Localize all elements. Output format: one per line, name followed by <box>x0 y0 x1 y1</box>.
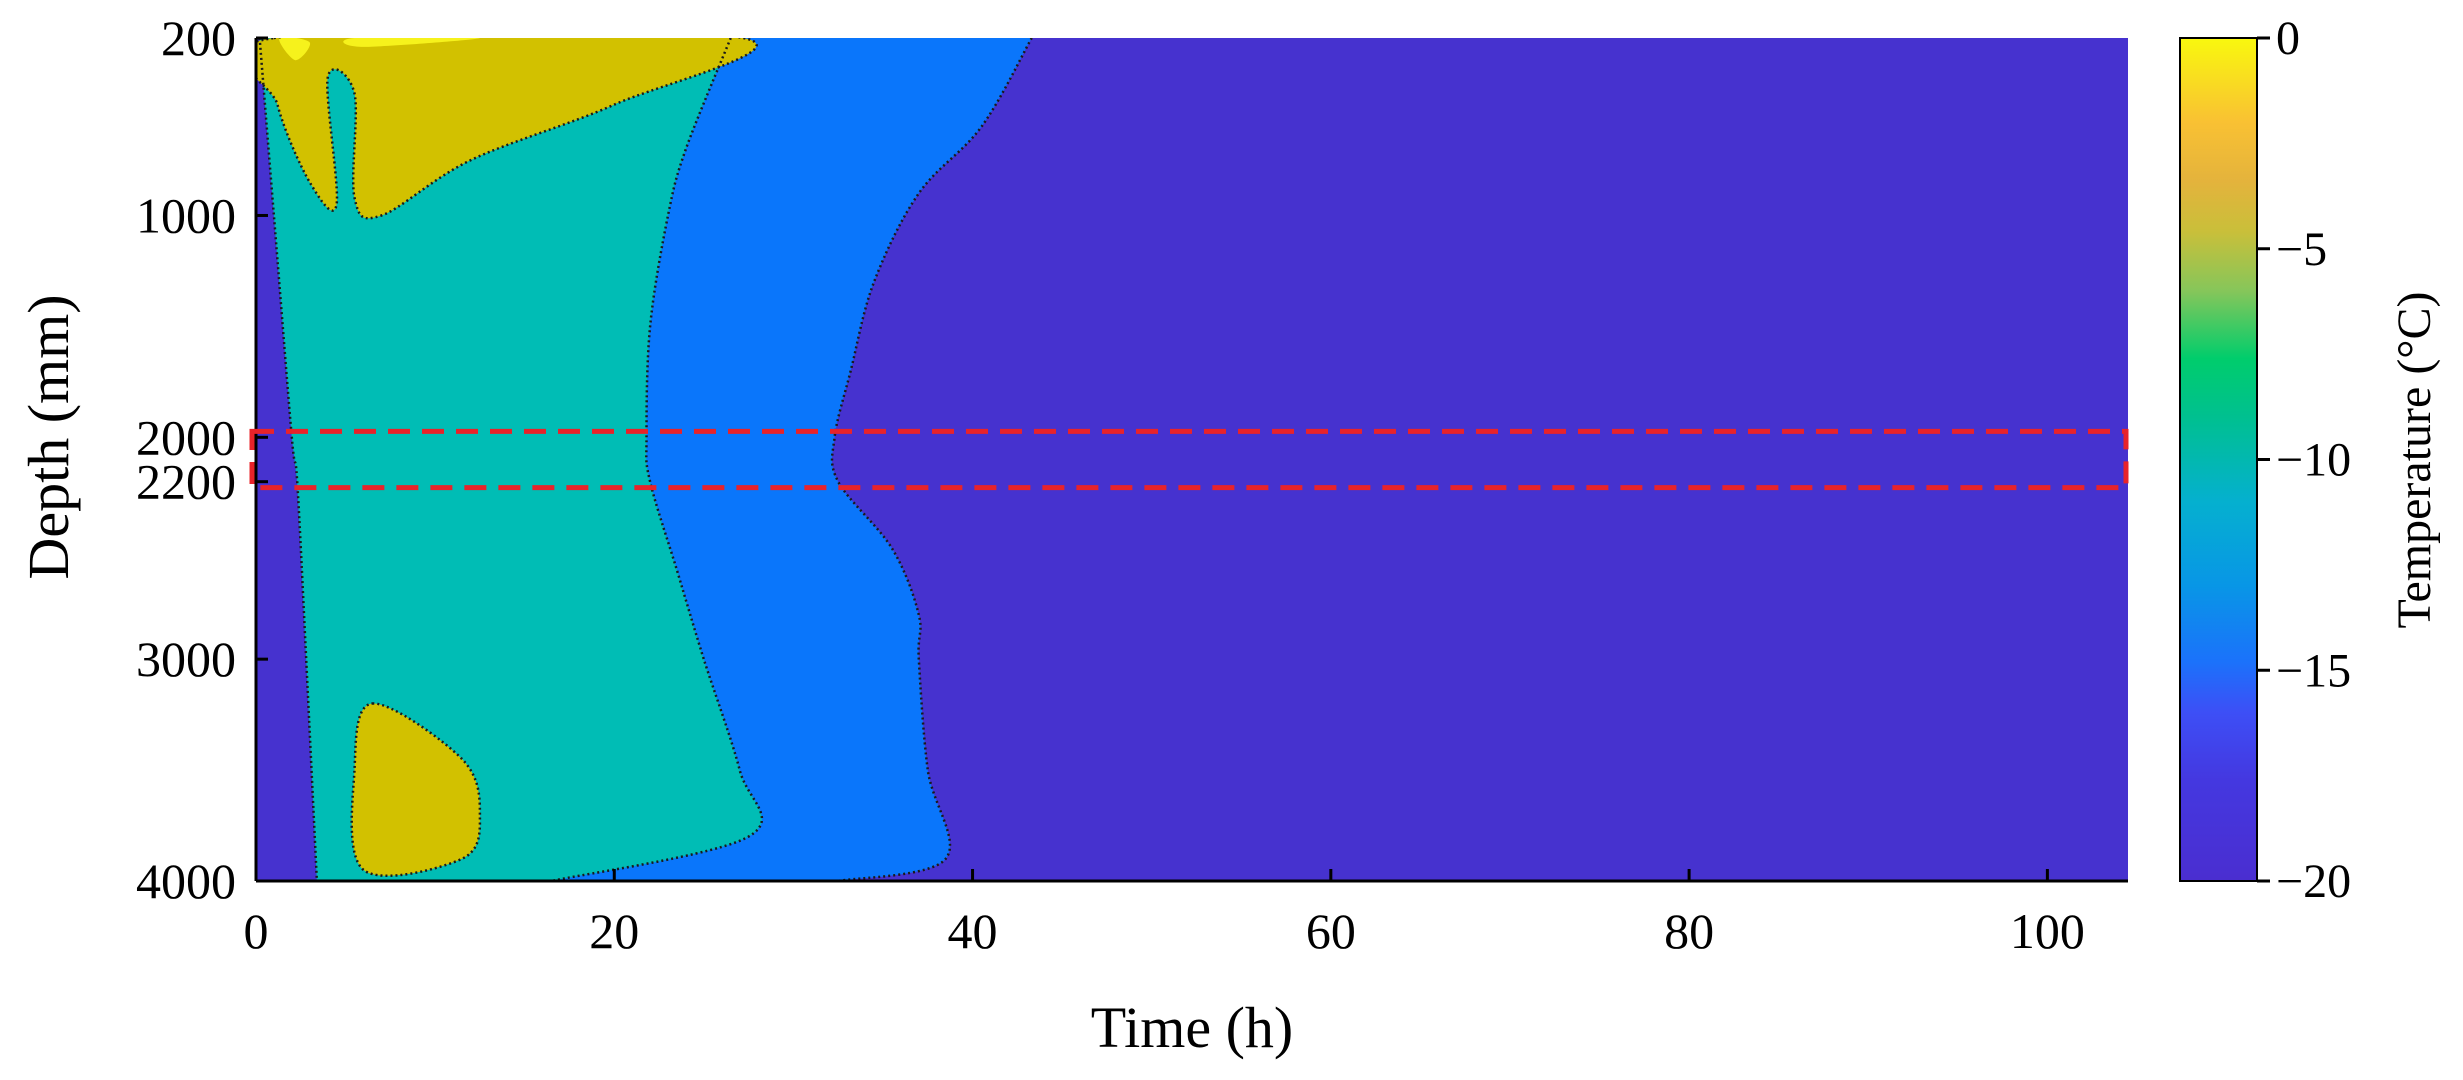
region-zero-top <box>279 38 311 61</box>
region-minus5-top <box>256 38 757 219</box>
x-tick-label: 100 <box>2010 903 2085 959</box>
colorbar-tick-label: −20 <box>2276 855 2351 908</box>
region-zero-top-2 <box>343 38 480 47</box>
y-tick-label: 1000 <box>136 187 236 243</box>
contour-line-minus18 <box>830 38 1033 881</box>
plot-area <box>256 38 2128 881</box>
y-axis-label: Depth (mm) <box>16 294 81 579</box>
contour-line-left <box>258 38 319 881</box>
colorbar: 0 −5 −10 −15 −20 Temperature (°C) <box>2179 12 2441 908</box>
y-tick-label: 3000 <box>136 631 236 687</box>
region-minus5-bottom <box>351 703 480 876</box>
y-tick-label: 200 <box>161 10 236 66</box>
x-tick-label: 60 <box>1306 903 1356 959</box>
x-tick-label: 40 <box>948 903 998 959</box>
y-tick-label: 2200 <box>136 454 236 510</box>
y-tick-label: 2000 <box>136 409 236 465</box>
x-tick-label: 20 <box>589 903 639 959</box>
colorbar-tick-label: −10 <box>2276 434 2351 487</box>
contour-line-minus5-bottom <box>350 702 482 878</box>
colorbar-gradient <box>2179 37 2258 882</box>
highlight-band <box>249 428 2129 491</box>
region-minus10 <box>259 38 762 881</box>
x-axis-label: Time (h) <box>1091 995 1294 1060</box>
colorbar-label: Temperature (°C) <box>2388 291 2441 628</box>
colorbar-tick-label: −5 <box>2276 223 2327 276</box>
colorbar-ticks: 0 −5 −10 −15 −20 <box>2257 12 2351 908</box>
y-tick-label: 4000 <box>136 853 236 909</box>
x-tick-label: 0 <box>244 903 269 959</box>
contour-line-minus5-top <box>256 38 758 220</box>
x-tick-label: 80 <box>1664 903 1714 959</box>
x-axis-ticks: 0 20 40 60 80 100 <box>244 869 2085 959</box>
contour-line-minus15 <box>551 38 764 881</box>
colorbar-tick-label: 0 <box>2276 12 2300 65</box>
colorbar-tick-label: −15 <box>2276 644 2351 697</box>
